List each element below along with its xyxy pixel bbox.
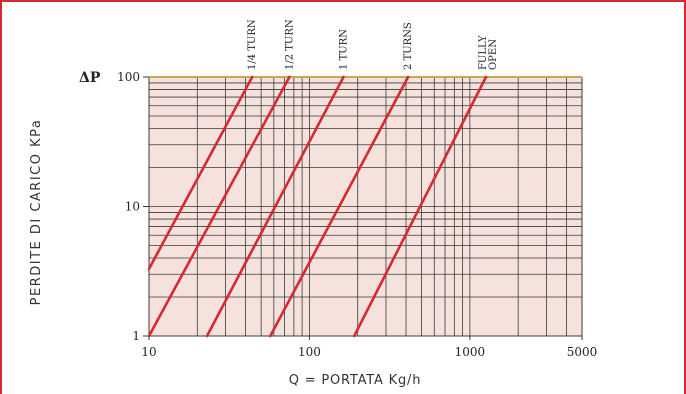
series-line [268, 75, 410, 338]
x-tick-label: 1000 [455, 345, 486, 359]
series-line [205, 75, 345, 338]
series-line [352, 75, 488, 338]
y-tick-label: 1 [132, 329, 140, 343]
x-axis-label: Q = PORTATA Kg/h [289, 373, 422, 388]
x-tick-label: 5000 [567, 345, 598, 359]
series-line [147, 75, 254, 271]
y-axis-label: PERDITE DI CARICO KPa [29, 119, 44, 306]
series-labels: 1/4 TURN 1/2 TURN 1 TURN 2 TURNS FULLY OPEN [247, 19, 499, 70]
x-tick-labels: 10 100 1000 5000 [141, 345, 597, 359]
series-label: 2 TURNS [403, 22, 414, 70]
y-tick-labels: 1 10 100 [117, 70, 140, 343]
y-tick-label: 10 [125, 200, 140, 214]
x-tick-label: 100 [298, 345, 321, 359]
series-label: FULLY [478, 35, 489, 70]
series-label: 1/2 TURN [284, 19, 295, 70]
delta-p-symbol: ΔP [79, 70, 101, 86]
series-label: 1 TURN [338, 29, 349, 70]
grid-lines [143, 76, 583, 340]
series-lines [147, 75, 488, 338]
y-tick-label: 100 [117, 70, 140, 84]
series-label: 1/4 TURN [247, 19, 258, 70]
series-line [147, 75, 291, 338]
x-tick-label: 10 [141, 345, 156, 359]
series-label: OPEN [488, 39, 499, 70]
